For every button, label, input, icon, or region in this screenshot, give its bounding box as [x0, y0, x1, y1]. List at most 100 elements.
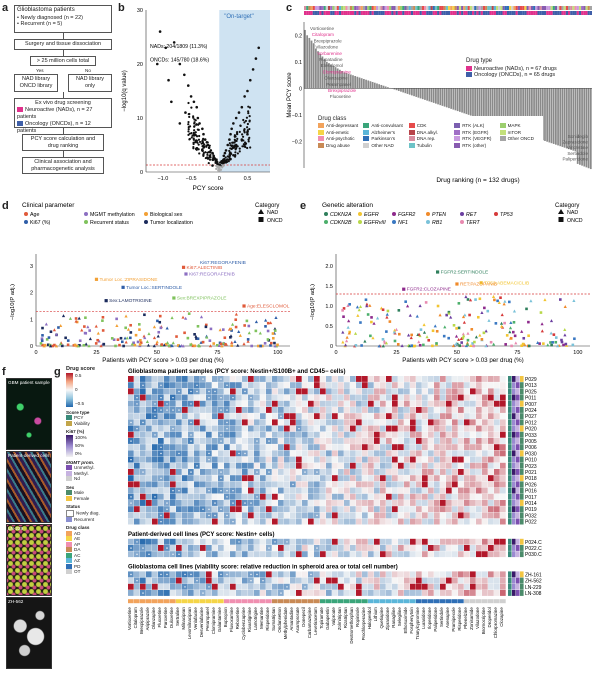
volcano-point: [192, 138, 195, 141]
heatmap-cell: [134, 481, 140, 488]
heatmap-cell: [446, 419, 452, 426]
heatmap-cell: [314, 394, 320, 401]
heatmap-cell: [224, 577, 230, 584]
drug-class-strip-cell: [474, 6, 477, 10]
heatmap-cell: [296, 571, 302, 578]
heatmap-cell: [464, 438, 470, 444]
heatmap-cell: [206, 475, 212, 482]
heatmap-cell: [368, 571, 374, 578]
heatmap-cell: [458, 551, 464, 558]
heatmap-cell: [476, 431, 482, 438]
heatmap-cell: [446, 400, 452, 407]
nad-point: [125, 336, 129, 340]
heatmap-cell: [188, 475, 194, 482]
heatmap-cell: [368, 551, 374, 558]
nad-point: [124, 340, 128, 344]
nad-point: [464, 295, 468, 299]
volcano-point: [193, 121, 196, 124]
nad-point: [221, 341, 225, 345]
heatmap-cell: [278, 376, 284, 382]
heatmap-cell: [140, 571, 146, 578]
heatmap-cell: [290, 438, 296, 444]
heatmap-cell: [434, 407, 440, 413]
drug-name-label: Dextromethorphan: [349, 607, 354, 644]
heatmap-cell: [428, 438, 434, 444]
heatmap-cell: [446, 407, 452, 413]
oncd-point: [410, 333, 413, 337]
heatmap-cell: [476, 577, 482, 584]
heatmap-cell: [374, 431, 380, 438]
annotation-cell: [508, 538, 512, 545]
category-title: Category: [555, 203, 579, 209]
heatmap-cell: [206, 500, 212, 506]
heatmap-cell: [440, 583, 446, 590]
heatmap-cell: [416, 551, 422, 558]
heatmap-cell: [188, 493, 194, 500]
oncd-point: [269, 344, 272, 347]
drug-class-cell: [494, 599, 500, 604]
legend-swatch: [426, 220, 430, 224]
heatmap-cell: [230, 583, 236, 590]
top-drug-label: Rupatadine: [319, 57, 343, 62]
drug-class-item: RTK (VEGFR): [454, 136, 497, 142]
volcano-point: [227, 155, 231, 158]
heatmap-cell: [458, 425, 464, 432]
heatmap-cell: [308, 481, 314, 488]
heatmap-cell: [410, 571, 416, 578]
oncd-point: [483, 306, 486, 310]
volcano-point: [209, 149, 213, 152]
volcano-point: [197, 143, 200, 146]
heatmap-cell: [152, 487, 158, 494]
significance-dot: [196, 465, 198, 467]
heatmap-cell: [206, 413, 212, 420]
oncd-point: [273, 329, 277, 332]
volcano-point: [237, 111, 241, 114]
heatmap-cell: [134, 444, 140, 451]
drug-bar: [498, 88, 501, 126]
drug-type-strip-cell: [347, 11, 350, 15]
heatmap-cell: [440, 444, 446, 451]
drug-name-label: Pramipexole: [451, 607, 456, 632]
heatmap-cell: [254, 413, 260, 420]
ki67-tick-low: 0%: [75, 451, 82, 457]
drug-class-strip-cell: [552, 6, 555, 10]
annotation-cell: [508, 450, 512, 457]
heatmap-cell: [266, 400, 272, 407]
heatmap-cell: [350, 506, 356, 513]
volcano-point: [222, 164, 225, 167]
x-axis-label: Drug ranking (n = 132 drugs): [436, 177, 519, 184]
x-tick-label: 75: [214, 350, 220, 356]
heatmap-cell: [356, 493, 362, 500]
heatmap-cell: [428, 462, 434, 469]
heatmap-cell: [326, 400, 332, 407]
heatmap-cell: [266, 394, 272, 401]
heatmap-cell: [206, 431, 212, 438]
heatmap-cell: [470, 545, 476, 551]
significance-dot: [160, 409, 162, 411]
heatmap-cell: [428, 571, 434, 578]
heatmap-cell: [386, 438, 392, 444]
volcano-point: [236, 152, 239, 155]
heatmap-cell: [248, 450, 254, 457]
heatmap-cell: [368, 475, 374, 482]
heatmap-cell: [434, 400, 440, 407]
oncd-point: [201, 340, 205, 344]
heatmap-cell: [284, 444, 290, 451]
oncd-point: [512, 330, 515, 334]
x-tick-label: 25: [393, 350, 399, 356]
heatmap-cell: [350, 431, 356, 438]
heatmap-cell: [170, 475, 176, 482]
oncd-point: [476, 315, 480, 319]
heatmap-cell: [170, 376, 176, 382]
heatmap-cell: [416, 376, 422, 382]
heatmap-cell: [404, 382, 410, 389]
heatmap-cell: [320, 583, 326, 590]
legend-label: TERT: [466, 220, 480, 226]
oncd-point: [348, 330, 351, 334]
nad-point: [233, 340, 237, 344]
drug-type-strip-cell: [317, 11, 320, 15]
heatmap-cell: [488, 518, 494, 525]
oncd-point: [129, 331, 133, 334]
oncd-point: [243, 324, 246, 327]
